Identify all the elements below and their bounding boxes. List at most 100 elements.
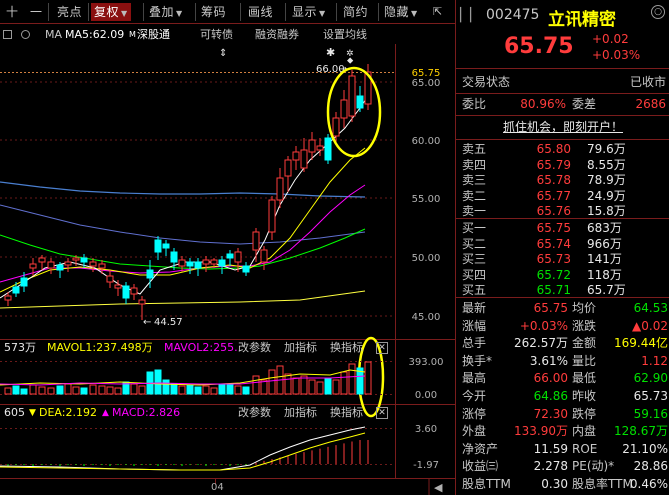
candle-body <box>252 231 260 251</box>
volume-bar <box>89 384 97 395</box>
hk-connect-link[interactable]: 深股通 <box>137 28 170 41</box>
price-grid <box>0 81 395 317</box>
buy-order-row[interactable]: 买四 65.72 118万 <box>456 267 669 284</box>
sell-order-row[interactable]: 卖四 65.79 8.55万 <box>456 157 669 174</box>
stat-value: 65.73 <box>633 389 668 403</box>
highlight-button[interactable]: 亮点 <box>57 5 83 19</box>
candle-body <box>332 117 340 137</box>
price-tick: 65.00 <box>412 78 441 89</box>
candle-body <box>308 139 316 153</box>
order-volume: 683万 <box>587 221 622 235</box>
volume-bar <box>154 369 162 395</box>
macd-value: MACD:2.826 <box>112 406 181 419</box>
checkbox-icon[interactable] <box>3 30 12 39</box>
simple-button[interactable]: 简约 <box>343 5 369 19</box>
x-axis-label: 04 <box>211 482 224 493</box>
stat-label: 量比 <box>572 353 597 368</box>
convertible-bond-link[interactable]: 可转债 <box>200 28 233 41</box>
volume-bar <box>106 386 114 395</box>
chips-button[interactable]: 筹码 <box>201 5 227 19</box>
stock-header: ▏▏ 002475 立讯精密 ○ <box>456 0 669 34</box>
buy-order-row[interactable]: 买二 65.74 966万 <box>456 236 669 253</box>
volume-bar <box>4 387 12 395</box>
hide-button[interactable]: 隐藏 ▼ <box>384 3 418 21</box>
stat-label: 涨停 <box>462 406 487 421</box>
volume-bar <box>268 369 276 395</box>
sell-order-row[interactable]: 卖一 65.76 15.8万 <box>456 203 669 220</box>
divider <box>456 115 669 116</box>
ma-settings-link[interactable]: 设置均线 <box>323 28 367 41</box>
change-params-button[interactable]: 改参数 <box>238 406 271 419</box>
candle-body <box>276 177 284 201</box>
swap-indicator-button[interactable]: 换指标 <box>330 406 363 419</box>
star-marker-icon[interactable]: ✱ <box>326 46 335 59</box>
candle-body <box>162 243 170 249</box>
expand-icon[interactable]: ⇱ <box>433 5 443 18</box>
overlay-button[interactable]: 叠加 ▼ <box>149 3 183 21</box>
order-volume: 141万 <box>587 252 622 267</box>
scroll-icon[interactable]: ◀ <box>434 481 443 494</box>
candle-body <box>154 239 162 253</box>
swap-indicator-button[interactable]: 换指标 <box>330 341 363 354</box>
stat-label: 最新 <box>462 301 487 315</box>
volume-bar <box>316 381 324 395</box>
sell-order-row[interactable]: 卖三 65.78 78.9万 <box>456 172 669 189</box>
ma-line <box>0 204 366 245</box>
change-params-button[interactable]: 改参数 <box>238 341 271 354</box>
volume-bar <box>64 383 72 395</box>
candle-body <box>260 249 268 263</box>
draw-line-button[interactable]: 画线 <box>248 5 274 19</box>
candle-body <box>364 71 372 105</box>
info-marker-icon[interactable]: ⬥ <box>347 56 354 66</box>
info-icon[interactable]: ○ <box>651 5 665 19</box>
candle-body <box>356 95 364 109</box>
wc-label: 委差 <box>572 97 597 111</box>
volume-tick: 393.00 <box>409 357 444 368</box>
settings-icon[interactable] <box>21 30 30 39</box>
divider <box>456 297 669 298</box>
chevron-down-icon: ▼ <box>176 9 183 18</box>
ma-prefix: MA <box>45 28 63 41</box>
candle-body <box>202 259 210 265</box>
toolbar-divider <box>240 3 241 21</box>
buy-order-row[interactable]: 买五 65.71 65.7万 <box>456 282 669 299</box>
stat-row: 收益㈢ 2.278 PE(动)* 28.86 <box>456 458 669 475</box>
stat-row: 换手* 3.61% 量比 1.12 <box>456 353 669 370</box>
sell-order-row[interactable]: 卖五 65.80 79.6万 <box>456 141 669 158</box>
chevron-down-icon: ▼ <box>319 9 326 18</box>
crosshair-button[interactable]: 十 <box>6 5 19 19</box>
price-tick: 50.00 <box>412 253 441 264</box>
buy-order-row[interactable]: 买三 65.73 141万 <box>456 251 669 268</box>
add-indicator-button[interactable]: 加指标 <box>284 341 317 354</box>
stat-label: 股息TTM <box>462 477 511 491</box>
buy-order-row[interactable]: 买一 65.75 683万 <box>456 220 669 237</box>
candle-body <box>300 149 308 169</box>
stat-value: 62.90 <box>633 371 668 386</box>
candle-body <box>20 277 28 287</box>
star-marker-icon[interactable]: ✲ <box>346 49 354 59</box>
macd-arrow-icon: ▲ <box>102 408 109 418</box>
volume-bar <box>308 379 316 395</box>
adjust-button[interactable]: 复权 ▼ <box>91 3 131 21</box>
stat-value: 59.16 <box>633 406 668 421</box>
volume-bar <box>38 386 46 395</box>
minus-button[interactable]: 一 <box>30 5 43 19</box>
close-icon[interactable]: ✕ <box>376 342 388 354</box>
stat-row: 涨停 72.30 跌停 59.16 <box>456 406 669 423</box>
sell-order-row[interactable]: 卖二 65.77 24.9万 <box>456 188 669 205</box>
volume-bar <box>234 385 242 395</box>
low-arrow: ← <box>143 317 151 328</box>
close-icon[interactable]: ✕ <box>376 407 388 419</box>
order-volume: 65.7万 <box>587 283 626 298</box>
add-indicator-button[interactable]: 加指标 <box>284 406 317 419</box>
candlestick-series <box>4 64 372 320</box>
mavol2-value: MAVOL2:255. <box>164 341 238 354</box>
event-marker-icon[interactable]: ⇕ <box>219 48 227 59</box>
display-button[interactable]: 显示 ▼ <box>292 3 326 21</box>
pin-icon[interactable]: ▏▏ <box>460 8 480 23</box>
order-price: 65.78 <box>536 173 571 188</box>
open-account-link[interactable]: 抓住机会，即刻开户！ <box>502 120 623 134</box>
margin-trading-link[interactable]: 融资融券 <box>255 28 299 41</box>
candle-body <box>146 269 154 279</box>
